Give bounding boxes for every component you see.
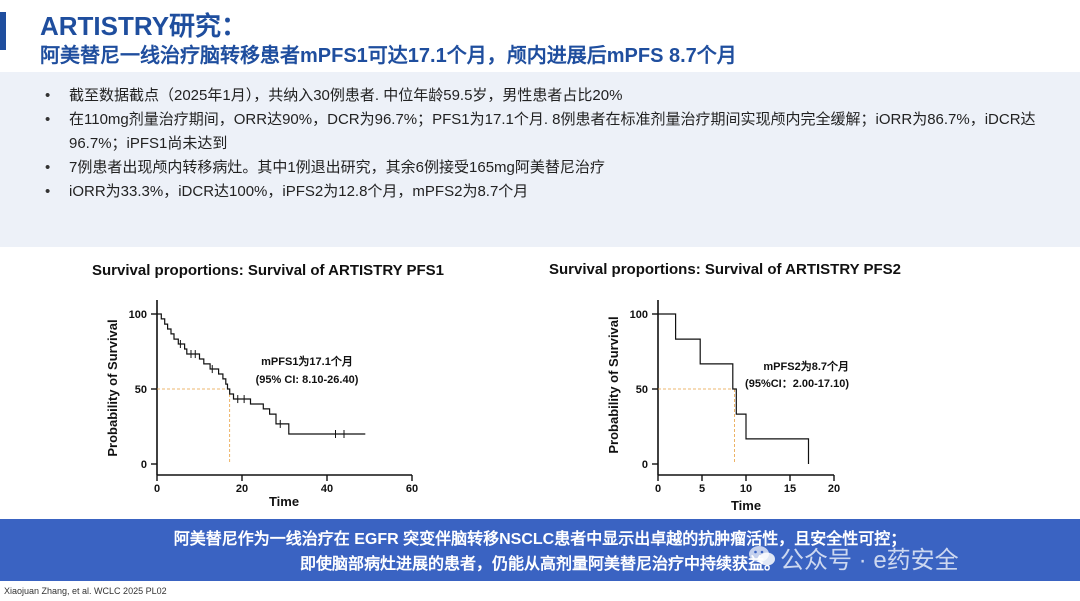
- bullet-item: 7例患者出现颅内转移病灶。其中1例退出研究，其余6例接受165mg阿美替尼治疗: [45, 156, 1055, 180]
- x-tick-label: 0: [154, 483, 160, 495]
- bullet-item: iORR为33.3%，iDCR达100%，iPFS2为12.8个月，mPFS2为…: [45, 180, 1055, 204]
- bullet-list: 截至数据截点（2025年1月），共纳入30例患者. 中位年龄59.5岁，男性患者…: [45, 84, 1055, 204]
- ci-annotation: (95% CI: 8.10-26.40): [256, 374, 359, 386]
- slide-header: ARTISTRY研究： 阿美替尼一线治疗脑转移患者mPFS1可达17.1个月，颅…: [0, 0, 1080, 70]
- x-tick-label: 15: [784, 483, 796, 495]
- slide-title: ARTISTRY研究：: [40, 11, 248, 41]
- y-tick-label: 100: [129, 309, 147, 321]
- slide-subtitle: 阿美替尼一线治疗脑转移患者mPFS1可达17.1个月，颅内进展后mPFS 8.7…: [40, 45, 737, 67]
- censor-marks: [179, 340, 345, 438]
- x-tick-label: 0: [655, 483, 661, 495]
- chart1-axes: [151, 300, 413, 481]
- bullet-item: 截至数据截点（2025年1月），共纳入30例患者. 中位年龄59.5岁，男性患者…: [45, 84, 1055, 108]
- header-accent-bar: [0, 12, 6, 50]
- y-axis-title: Probability of Survival: [606, 316, 621, 453]
- bullet-item: 在110mg剂量治疗期间，ORR达90%，DCR为96.7%；PFS1为17.1…: [45, 108, 1055, 156]
- x-axis-title: Time: [269, 494, 299, 509]
- median-annotation: mPFS2为8.7个月: [763, 359, 849, 373]
- conclusion-banner: 阿美替尼作为一线治疗在 EGFR 突变伴脑转移NSCLC患者中显示出卓越的抗肿瘤…: [0, 519, 1080, 581]
- conclusion-line-2: 即使脑部病灶进展的患者，仍能从高剂量阿美替尼治疗中持续获益。: [299, 556, 780, 573]
- citation-footer: Xiaojuan Zhang, et al. WCLC 2025 PL02: [4, 586, 167, 596]
- x-tick-label: 20: [828, 483, 840, 495]
- x-tick-label: 5: [699, 483, 705, 495]
- y-tick-label: 100: [630, 309, 648, 321]
- pfs1-survival-chart: 100 50 0 0 20 40 60 Time Probability of …: [105, 300, 418, 509]
- chart1-title: Survival proportions: Survival of ARTIST…: [92, 262, 445, 279]
- y-tick-label: 0: [141, 459, 147, 471]
- x-axis-title: Time: [731, 498, 761, 513]
- chart2-axes: [652, 300, 835, 481]
- y-axis-title: Probability of Survival: [105, 319, 120, 456]
- x-tick-label: 60: [406, 483, 418, 495]
- median-annotation: mPFS1为17.1个月: [261, 354, 353, 368]
- chart2-title: Survival proportions: Survival of ARTIST…: [549, 261, 902, 278]
- x-tick-label: 20: [236, 483, 248, 495]
- y-tick-label: 50: [135, 384, 147, 396]
- conclusion-line-1: 阿美替尼作为一线治疗在 EGFR 突变伴脑转移NSCLC患者中显示出卓越的抗肿瘤…: [173, 531, 907, 548]
- pfs2-survival-chart: 100 50 0 0 5 10 15 20 Time Probability o…: [606, 300, 849, 513]
- x-tick-label: 10: [740, 483, 752, 495]
- ci-annotation: (95%CI：2.00-17.10): [745, 378, 849, 390]
- y-tick-label: 50: [636, 384, 648, 396]
- y-tick-label: 0: [642, 459, 648, 471]
- x-tick-label: 40: [321, 483, 333, 495]
- survival-curve: [658, 313, 810, 464]
- wechat-icon: [749, 546, 775, 566]
- watermark: 公众号 · e药安全: [780, 547, 959, 574]
- survival-curve: [157, 313, 366, 435]
